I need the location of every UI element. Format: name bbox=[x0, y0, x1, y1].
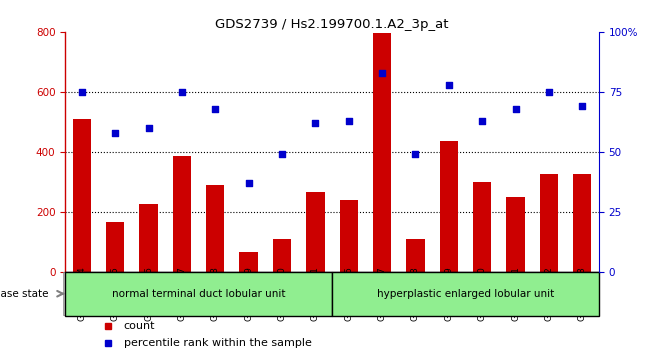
Bar bbox=[173, 156, 191, 272]
Bar bbox=[506, 197, 525, 272]
Point bbox=[143, 125, 154, 131]
Bar bbox=[397, 272, 432, 315]
Point bbox=[377, 70, 387, 75]
Text: GSM177458: GSM177458 bbox=[211, 266, 220, 321]
Point bbox=[410, 152, 421, 157]
Bar bbox=[230, 272, 266, 315]
Bar bbox=[573, 175, 591, 272]
Text: disease state: disease state bbox=[0, 289, 48, 299]
Bar bbox=[439, 141, 458, 272]
Point bbox=[77, 89, 87, 95]
Text: GSM177452: GSM177452 bbox=[544, 266, 553, 321]
Point bbox=[510, 106, 521, 112]
Point bbox=[477, 118, 488, 124]
Bar bbox=[64, 272, 98, 315]
Bar bbox=[297, 272, 332, 315]
Point bbox=[443, 82, 454, 87]
Text: percentile rank within the sample: percentile rank within the sample bbox=[124, 338, 312, 348]
Point bbox=[277, 152, 287, 157]
Point bbox=[544, 89, 554, 95]
Bar bbox=[340, 200, 358, 272]
Bar bbox=[464, 272, 499, 315]
Text: GSM177455: GSM177455 bbox=[111, 266, 120, 321]
Bar bbox=[430, 272, 465, 315]
Text: GSM177451: GSM177451 bbox=[511, 266, 520, 321]
Bar bbox=[364, 272, 399, 315]
Point bbox=[210, 106, 221, 112]
Bar bbox=[264, 272, 299, 315]
Bar bbox=[331, 272, 365, 315]
Bar bbox=[564, 272, 599, 315]
Text: GSM177450: GSM177450 bbox=[478, 266, 487, 321]
Bar bbox=[373, 33, 391, 272]
Bar bbox=[139, 204, 158, 272]
Text: GSM177457: GSM177457 bbox=[177, 266, 186, 321]
Text: GSM177456: GSM177456 bbox=[144, 266, 153, 321]
Bar bbox=[332, 272, 599, 315]
Text: GSM177448: GSM177448 bbox=[411, 266, 420, 321]
Text: GSM177460: GSM177460 bbox=[277, 266, 286, 321]
Bar bbox=[273, 239, 291, 272]
Text: GSM177453: GSM177453 bbox=[577, 266, 587, 321]
Bar bbox=[130, 272, 165, 315]
Point bbox=[310, 120, 320, 126]
Point bbox=[577, 103, 587, 109]
Title: GDS2739 / Hs2.199700.1.A2_3p_at: GDS2739 / Hs2.199700.1.A2_3p_at bbox=[215, 18, 449, 31]
Point bbox=[243, 180, 254, 186]
Bar bbox=[106, 222, 124, 272]
Bar bbox=[540, 175, 558, 272]
Bar bbox=[473, 182, 492, 272]
Bar bbox=[197, 272, 232, 315]
Text: GSM177446: GSM177446 bbox=[344, 266, 353, 321]
Text: GSM177449: GSM177449 bbox=[444, 266, 453, 321]
Text: GSM177454: GSM177454 bbox=[77, 266, 87, 321]
Bar bbox=[73, 119, 91, 272]
Text: hyperplastic enlarged lobular unit: hyperplastic enlarged lobular unit bbox=[377, 289, 554, 299]
Bar bbox=[531, 272, 566, 315]
Bar bbox=[65, 272, 332, 315]
Bar bbox=[497, 272, 533, 315]
Text: count: count bbox=[124, 321, 156, 331]
Bar bbox=[406, 239, 424, 272]
Text: normal terminal duct lobular unit: normal terminal duct lobular unit bbox=[112, 289, 285, 299]
Point bbox=[110, 130, 120, 136]
Text: GSM177447: GSM177447 bbox=[378, 266, 387, 321]
Bar bbox=[206, 185, 225, 272]
Bar bbox=[240, 252, 258, 272]
Bar bbox=[163, 272, 199, 315]
Text: GSM177461: GSM177461 bbox=[311, 266, 320, 321]
Bar bbox=[306, 192, 324, 272]
Point bbox=[176, 89, 187, 95]
Bar bbox=[97, 272, 132, 315]
Text: GSM177459: GSM177459 bbox=[244, 266, 253, 321]
Point bbox=[344, 118, 354, 124]
